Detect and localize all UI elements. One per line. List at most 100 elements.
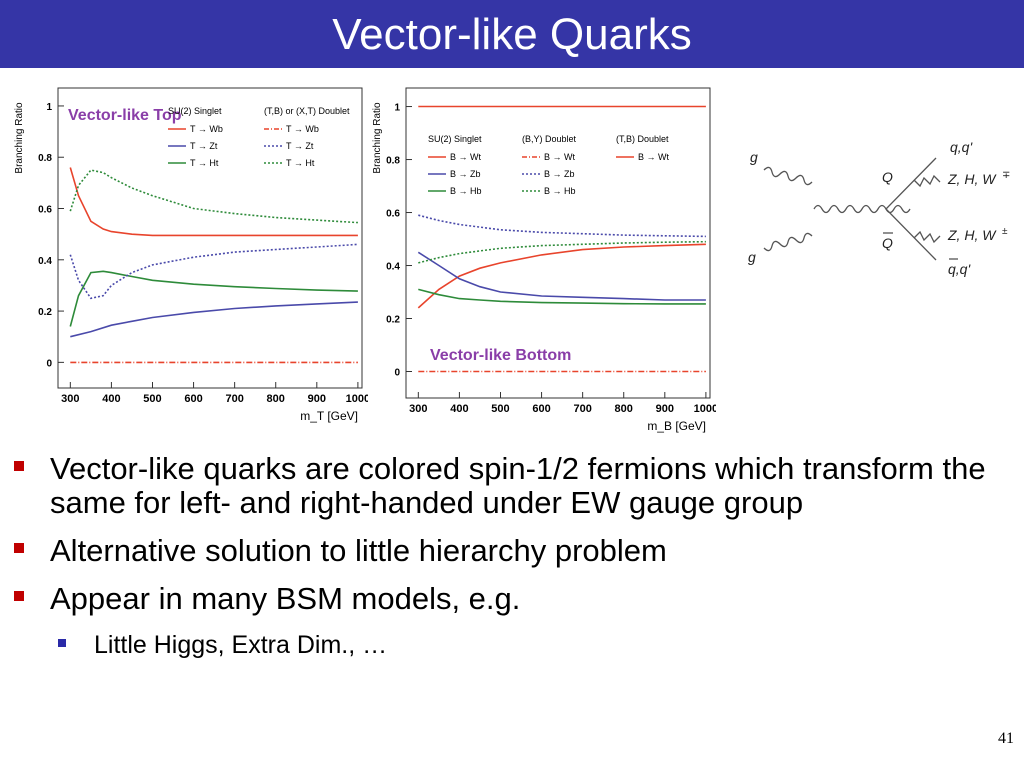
legend-label: B → Zb [450,169,481,179]
bullet-list: Vector-like quarks are colored spin-1/2 … [14,452,1014,660]
x-axis-label: m_T [GeV] [300,409,358,423]
legend-label: B → Hb [544,186,576,196]
y-tick-label: 0.6 [38,205,52,216]
legend-header: (T,B) Doublet [616,134,669,144]
label-qq-lower: q,q' [948,261,971,277]
x-tick-label: 700 [225,393,243,405]
y-tick-label: 1 [46,102,52,113]
title-bar: Vector-like Quarks [0,0,1024,68]
label-qq-upper: q,q' [950,139,973,155]
x-tick-label: 400 [102,393,120,405]
legend-label: B → Hb [450,186,482,196]
x-tick-label: 600 [184,393,202,405]
chart-vector-like-top: 300 400 500 600 700 800 900 1000 0 0.2 0.4 0.6 0.8 1 m… [14,87,368,423]
x-tick-label: 400 [450,403,468,415]
boson-line-upper [913,174,941,188]
quark-line-upper [885,157,937,210]
y-tick-label: 0.4 [386,262,400,273]
label-zhw-upper: Z, H, W [947,171,997,187]
x-tick-label: 800 [615,403,633,415]
series-line-2 [418,288,706,305]
x-tick-label: 1000 [694,403,716,415]
x-tick-label: 1000 [346,393,368,405]
y-tick-label: 0.8 [38,153,52,164]
y-axis-label: Branching Ratio [372,102,383,174]
legend-label: T → Ht [286,158,315,168]
bullet-item: Alternative solution to little hierarchy… [14,534,1014,568]
y-axis-label: Branching Ratio [14,102,25,174]
legend-label: T → Wb [286,124,319,134]
bullet-item: Vector-like quarks are colored spin-1/2 … [14,452,1014,520]
series-line-2 [69,270,358,327]
series-line-4 [69,243,358,300]
legend-label: B → Wt [450,152,481,162]
sub-bullet-item: Little Higgs, Extra Dim., … [58,630,1014,660]
y-tick-label: 0.6 [386,209,400,220]
label-zhw-lower: Z, H, W [947,227,997,243]
y-tick-label: 0 [394,368,400,379]
legend-header: (B,Y) Doublet [522,134,577,144]
series-line-5 [418,240,706,264]
chart-title: Vector-like Bottom [430,347,571,364]
x-tick-label: 600 [532,403,550,415]
legend-label: T → Zt [190,141,218,151]
bullet-item: Appear in many BSM models, e.g. [14,582,1014,616]
legend-label: B → Wt [638,152,669,162]
chart-title: Vector-like Top [68,107,182,124]
x-tick-label: 300 [61,393,79,405]
series-line-0 [69,167,358,237]
series-line-1 [417,251,706,301]
bullet-marker [14,543,24,553]
bullet-marker [14,591,24,601]
x-tick-label: 500 [143,393,161,405]
bullet-text: Appear in many BSM models, e.g. [50,581,521,616]
page-number: 41 [998,730,1014,747]
gluon-line-middle [813,204,911,214]
y-tick-label: 0.4 [38,256,52,267]
sub-bullet-marker [58,639,66,647]
label-g-lower: g [748,249,756,265]
legend-header: (T,B) or (X,T) Doublet [264,106,350,116]
plot-frame [405,87,711,399]
sign-lower: ± [1002,226,1008,237]
x-tick-label: 900 [308,393,326,405]
legend-label: T → Ht [190,158,219,168]
legend-header: SU(2) Singlet [428,134,482,144]
sign-upper: ∓ [1002,170,1010,181]
y-tick-label: 0 [46,358,52,369]
x-tick-label: 700 [573,403,591,415]
label-q-bar: Q [882,235,893,251]
y-tick-label: 1 [394,103,400,114]
label-g-upper: g [750,149,758,165]
y-tick-label: 0.2 [38,307,52,318]
series-line-0 [417,243,706,309]
slide-title: Vector-like Quarks [332,10,692,59]
gluon-line-lower [763,232,813,252]
legend-label: T → Zt [286,141,314,151]
x-tick-label: 800 [267,393,285,405]
bullet-marker [14,461,24,471]
sub-bullet-text: Little Higgs, Extra Dim., … [94,631,388,659]
legend-header: SU(2) Singlet [168,106,222,116]
bullet-text: Alternative solution to little hierarchy… [50,533,667,568]
y-tick-label: 0.2 [386,315,400,326]
boson-line-lower [913,230,941,244]
legend-label: B → Wt [544,152,575,162]
series-line-4 [418,214,706,238]
chart-vector-like-bottom: 300 400 500 600 700 800 900 1000 0 0.2 0.4 0.6 0.8 1 m… [372,87,716,433]
gluon-line-upper [763,166,813,186]
y-tick-label: 0.8 [386,156,400,167]
legend-label: T → Wb [190,124,223,134]
x-tick-label: 500 [491,403,509,415]
quark-line-lower [885,208,937,261]
series-line-1 [70,301,358,338]
legend-label: B → Zb [544,169,575,179]
bullet-text: Vector-like quarks are colored spin-1/2 … [50,451,986,520]
label-q: Q [882,169,893,185]
x-axis-label: m_B [GeV] [647,419,706,433]
series-line-5 [69,169,358,224]
x-tick-label: 900 [656,403,674,415]
plot-frame [57,87,363,389]
feynman-diagram: g g Q Q q,q' Z, H, W Z, H, W q,q' ∓ ± [748,139,1010,277]
x-tick-label: 300 [409,403,427,415]
